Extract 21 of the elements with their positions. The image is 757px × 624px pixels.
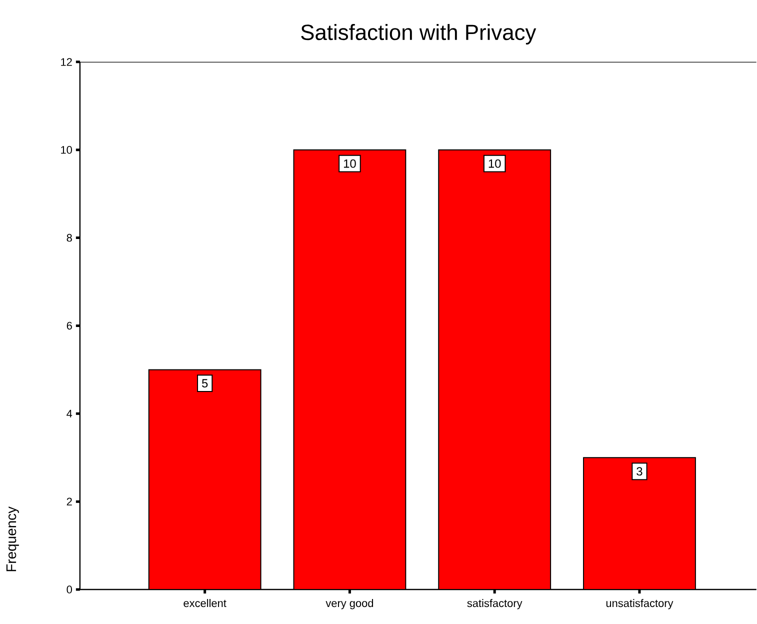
y-tick-label: 0	[66, 585, 72, 594]
y-axis-title: Frequency	[6, 506, 19, 571]
chart-title: Satisfaction with Privacy	[301, 24, 536, 44]
bar	[583, 456, 696, 590]
y-tick-label: 6	[66, 322, 72, 330]
x-tick-label: unsatisfactory	[606, 598, 674, 609]
x-tick-label: excellent	[184, 598, 226, 607]
data-label: 10	[488, 159, 501, 168]
x-tick-label: satisfactory	[467, 598, 522, 609]
x-tick-label: very good	[326, 598, 374, 609]
y-tick-label: 8	[66, 234, 72, 242]
y-tick-label: 2	[66, 498, 72, 506]
bar	[438, 149, 552, 590]
bar	[148, 368, 262, 590]
data-label: 10	[344, 159, 356, 168]
y-tick-label: 4	[66, 410, 72, 418]
data-label: 5	[202, 378, 208, 388]
y-tick-label: 12	[61, 58, 72, 66]
bar	[293, 149, 406, 590]
data-label: 3	[636, 466, 642, 476]
y-tick-label: 10	[61, 146, 72, 154]
